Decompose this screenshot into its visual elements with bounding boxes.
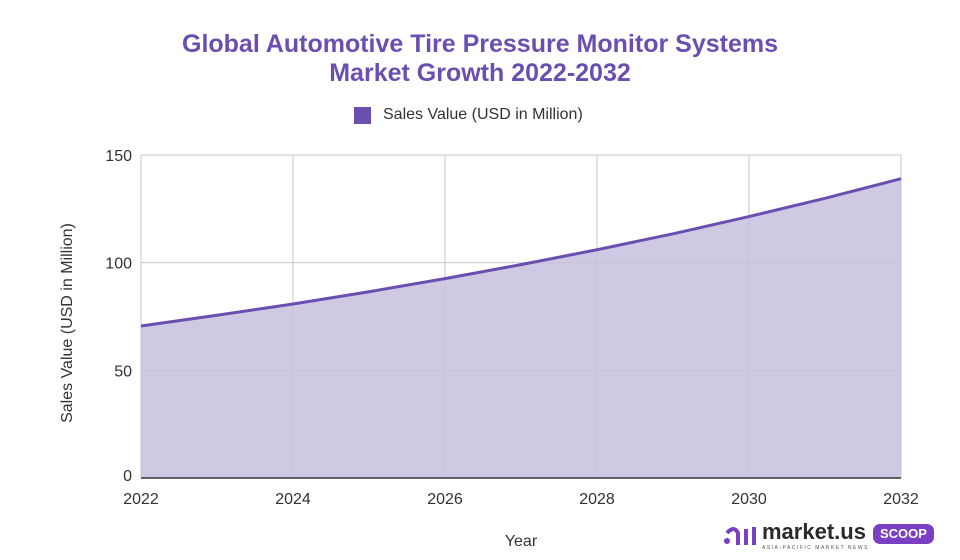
logo-icon xyxy=(724,527,756,545)
area-fill xyxy=(141,178,901,479)
x-tick-label: 2026 xyxy=(427,491,463,508)
x-tick-label: 2028 xyxy=(579,491,615,508)
x-tick-label: 2032 xyxy=(883,491,919,508)
market-us-logo: market.us ASIA-PACIFIC MARKET NEWS SCOOP xyxy=(722,521,934,551)
y-tick-label: 0 xyxy=(123,468,132,485)
y-tick-label: 150 xyxy=(105,148,132,165)
logo-text-group: market.us ASIA-PACIFIC MARKET NEWS xyxy=(762,519,869,552)
y-tick-label: 50 xyxy=(114,363,132,380)
logo-text: market.us xyxy=(762,519,866,544)
chart-title-line2: Market Growth 2022-2032 xyxy=(329,59,631,87)
legend-swatch xyxy=(354,106,371,124)
y-axis-label: Sales Value (USD in Million) xyxy=(59,223,76,423)
x-tick-label: 2030 xyxy=(731,491,767,508)
legend-label: Sales Value (USD in Million) xyxy=(383,106,583,123)
y-tick-label: 100 xyxy=(105,256,132,273)
logo-badge: SCOOP xyxy=(872,524,934,544)
x-axis-label: Year xyxy=(505,533,538,550)
x-tick-label: 2024 xyxy=(275,491,311,508)
chart-title-line1: Global Automotive Tire Pressure Monitor … xyxy=(182,30,778,58)
logo-tagline: ASIA-PACIFIC MARKET NEWS xyxy=(762,545,869,551)
x-tick-label: 2022 xyxy=(123,491,159,508)
legend: Sales Value (USD in Million) xyxy=(354,106,583,124)
